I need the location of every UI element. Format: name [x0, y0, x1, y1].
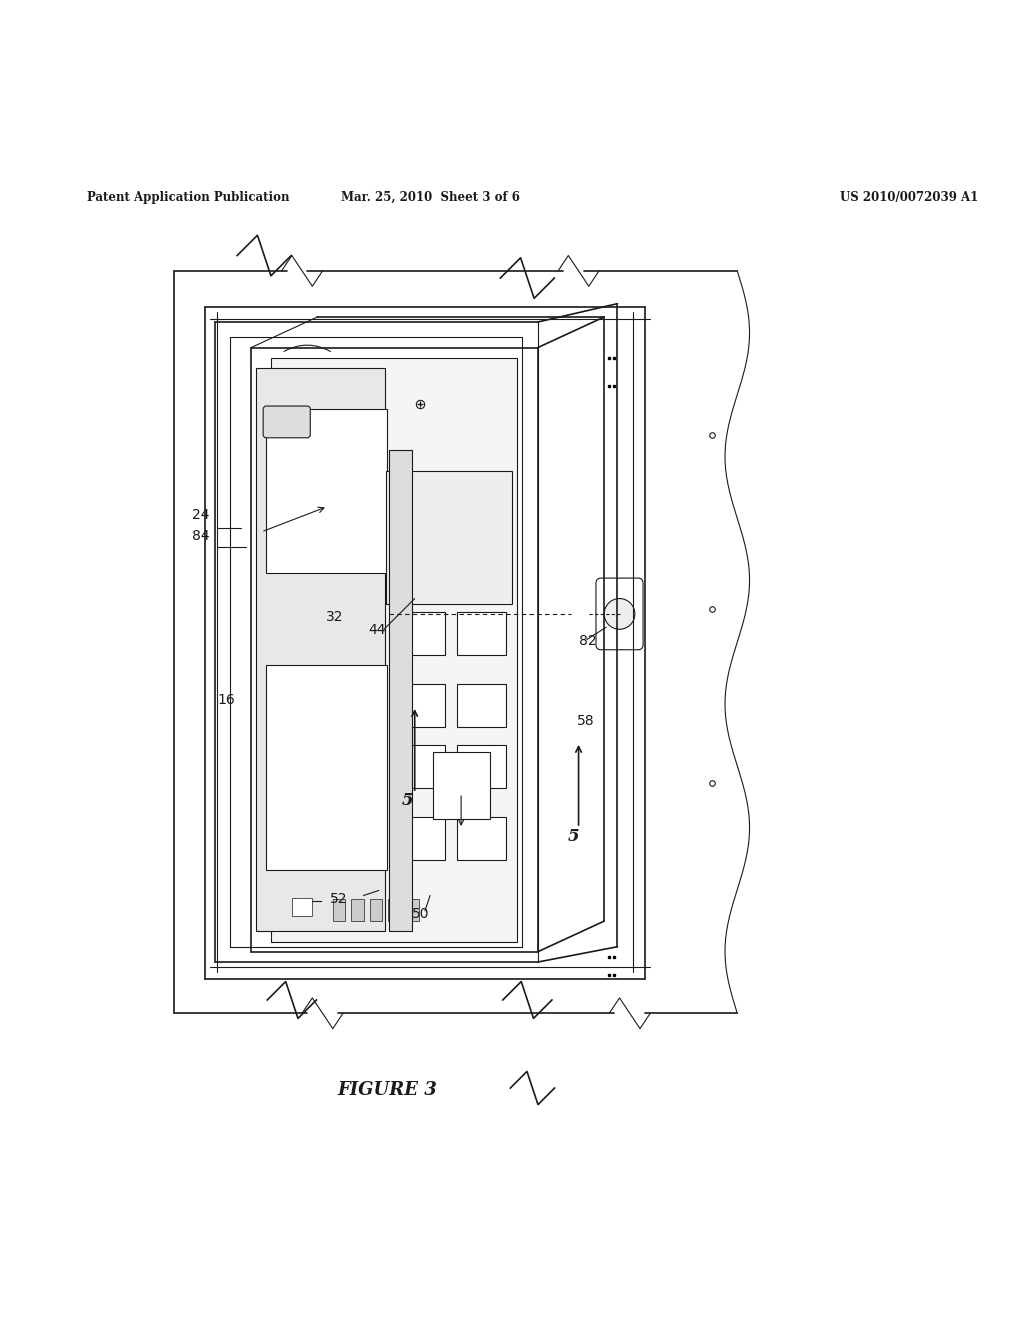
Text: 58: 58: [577, 714, 594, 727]
FancyBboxPatch shape: [263, 407, 310, 438]
FancyBboxPatch shape: [596, 578, 643, 649]
Bar: [386, 470, 512, 603]
Bar: [396, 817, 445, 859]
Text: 44: 44: [369, 623, 386, 638]
Text: 82: 82: [579, 634, 596, 648]
Bar: [333, 899, 345, 921]
Bar: [351, 899, 364, 921]
Bar: [266, 665, 387, 870]
Bar: [271, 358, 517, 941]
Bar: [266, 409, 387, 573]
Text: 24: 24: [193, 508, 210, 521]
Bar: [388, 899, 400, 921]
Bar: [396, 684, 445, 726]
Text: FIGURE 3: FIGURE 3: [338, 1081, 437, 1100]
Text: 16: 16: [217, 693, 234, 708]
Text: 52: 52: [330, 892, 347, 906]
Bar: [433, 752, 489, 818]
Circle shape: [604, 598, 635, 630]
Bar: [458, 612, 507, 655]
Bar: [389, 450, 412, 932]
Text: 32: 32: [326, 610, 343, 624]
Text: 50: 50: [412, 907, 429, 921]
Text: 5: 5: [567, 828, 579, 845]
Bar: [407, 899, 419, 921]
Text: US 2010/0072039 A1: US 2010/0072039 A1: [840, 191, 978, 205]
Text: Mar. 25, 2010  Sheet 3 of 6: Mar. 25, 2010 Sheet 3 of 6: [341, 191, 519, 205]
Bar: [458, 817, 507, 859]
Text: 84: 84: [193, 529, 210, 544]
Text: Patent Application Publication: Patent Application Publication: [87, 191, 290, 205]
Bar: [370, 899, 382, 921]
Bar: [256, 368, 385, 932]
Text: 5: 5: [401, 792, 413, 809]
Bar: [251, 347, 538, 952]
Bar: [458, 684, 507, 726]
Bar: [396, 744, 445, 788]
Bar: [458, 744, 507, 788]
Bar: [292, 898, 312, 916]
Bar: [396, 612, 445, 655]
